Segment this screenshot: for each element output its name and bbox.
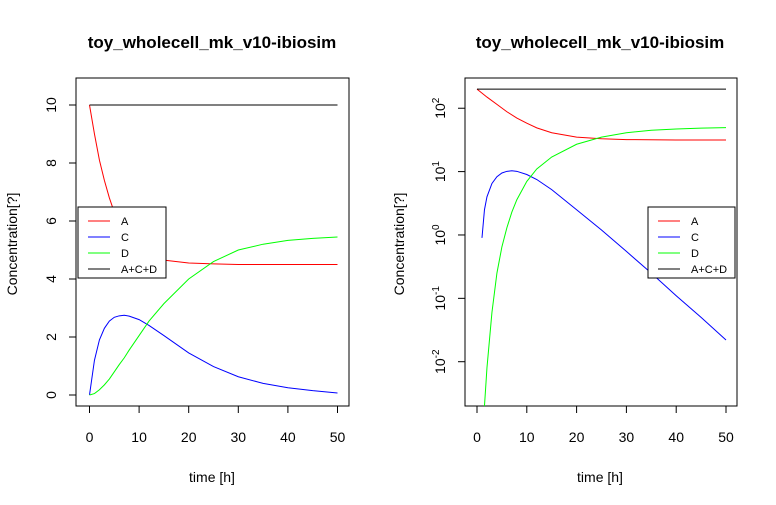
svg-text:101: 101 [431, 161, 448, 183]
x-tick-label: 10 [519, 429, 535, 445]
legend: ACD A+C+D [647, 206, 736, 279]
x-axis-label: time [h] [189, 469, 235, 485]
y-axis-label: Concentration[?] [391, 193, 407, 296]
y-tick-label: 10-1 [431, 286, 448, 311]
y-tick-label: 102 [431, 97, 448, 119]
legend: ACD A+C+D [77, 206, 167, 279]
y-tick-base: 10 [432, 295, 448, 311]
y-tick-label: 4 [43, 275, 59, 283]
x-axis: 0 10 20 30 40 50 [86, 406, 346, 445]
x-tick-label: 0 [86, 429, 94, 445]
x-tick-label: 20 [181, 429, 197, 445]
legend-entry: A+C+D [691, 264, 727, 276]
x-tick-label: 40 [280, 429, 296, 445]
series-line-A [476, 88, 727, 141]
x-tick-label: 50 [330, 429, 346, 445]
x-tick-label: 40 [668, 429, 684, 445]
chart-title: toy_wholecell_mk_v10-ibiosim [476, 33, 725, 52]
y-tick-label: 8 [43, 159, 59, 167]
legend-entry: D [121, 248, 129, 260]
y-tick-label: 0 [43, 391, 59, 399]
legend-box [77, 206, 167, 279]
y-tick-base: 10 [432, 103, 448, 119]
y-tick-label: 101 [431, 161, 448, 183]
series-line-D [89, 236, 338, 396]
series-line-D [483, 127, 727, 406]
chart-title: toy_wholecell_mk_v10-ibiosim [88, 33, 337, 52]
y-tick-exponent: -1 [431, 286, 442, 295]
y-tick-label: 100 [431, 224, 448, 246]
legend-entry: A [691, 216, 699, 228]
x-tick-label: 50 [718, 429, 734, 445]
y-tick-base: 10 [432, 358, 448, 374]
series-line-C [89, 314, 338, 396]
y-tick-label: 10-2 [431, 349, 448, 374]
plot-frame [464, 77, 738, 407]
linear-plot: toy_wholecell_mk_v10-ibiosim time [h] Co… [4, 33, 350, 485]
y-tick-label: 6 [43, 217, 59, 225]
x-axis-label: time [h] [577, 469, 623, 485]
y-tick-base: 10 [432, 166, 448, 182]
y-tick-exponent: 2 [431, 97, 442, 103]
y-tick-label: 10 [43, 97, 59, 113]
svg-text:102: 102 [431, 97, 448, 119]
y-tick-exponent: 1 [431, 161, 442, 167]
legend-entry: A [121, 216, 129, 228]
y-tick-label: 2 [43, 333, 59, 341]
legend-box [647, 206, 736, 279]
svg-text:10-1: 10-1 [431, 286, 448, 311]
x-tick-label: 30 [619, 429, 635, 445]
x-tick-label: 30 [231, 429, 247, 445]
x-tick-label: 20 [569, 429, 585, 445]
x-axis: 0 10 20 30 40 50 [473, 406, 734, 445]
y-axis-label: Concentration[?] [4, 193, 20, 296]
legend-entry: D [691, 248, 699, 260]
svg-text:100: 100 [431, 224, 448, 246]
log-plot: toy_wholecell_mk_v10-ibiosim time [h] Co… [391, 33, 738, 485]
svg-text:10-2: 10-2 [431, 349, 448, 374]
x-tick-label: 10 [131, 429, 147, 445]
x-tick-label: 0 [473, 429, 481, 445]
plot-frame [75, 77, 350, 407]
y-tick-exponent: -2 [431, 349, 442, 358]
legend-entry: C [691, 232, 699, 244]
legend-entry: C [121, 232, 129, 244]
y-tick-base: 10 [432, 230, 448, 246]
y-tick-exponent: 0 [431, 224, 442, 230]
y-axis: 0 2 4 6 8 10 [43, 97, 76, 399]
legend-entry: A+C+D [121, 264, 157, 276]
